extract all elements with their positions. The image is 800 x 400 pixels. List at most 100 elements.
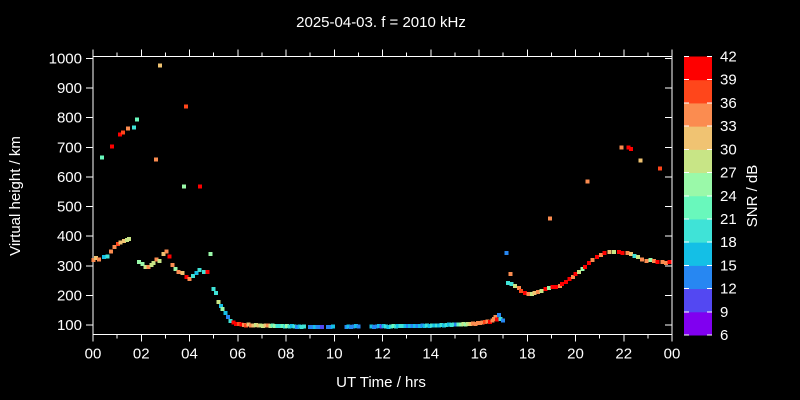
data-point [140, 262, 145, 267]
data-point [530, 291, 535, 296]
data-point [543, 287, 548, 292]
data-point [299, 324, 304, 329]
y-tick-label: 1000 [49, 51, 82, 68]
data-point [636, 255, 641, 260]
data-point [302, 324, 307, 329]
colorbar-tick-label: 9 [720, 304, 728, 321]
data-point [663, 261, 668, 266]
data-point [181, 184, 186, 189]
data-point [648, 258, 653, 263]
data-point [466, 322, 471, 327]
data-point [468, 321, 473, 326]
data-point [628, 252, 633, 257]
data-point [461, 322, 466, 327]
data-point [516, 285, 521, 290]
data-point [388, 324, 393, 329]
data-point [567, 277, 572, 282]
data-point [442, 323, 447, 328]
data-point [626, 145, 631, 150]
data-point [125, 126, 130, 131]
data-point [310, 325, 315, 330]
data-point [124, 238, 129, 243]
data-point [211, 287, 216, 292]
data-point [315, 325, 320, 330]
data-point [422, 323, 427, 328]
data-point [437, 323, 442, 328]
data-point [167, 254, 172, 259]
data-point [498, 316, 503, 321]
colorbar-tick-label: 39 [720, 72, 737, 89]
y-tick-label: 500 [57, 199, 82, 216]
x-tick-label: 12 [374, 346, 391, 363]
data-point [149, 263, 154, 268]
data-point [110, 144, 115, 149]
colorbar-tick-label: 21 [720, 211, 737, 228]
data-point [320, 325, 325, 330]
data-point [265, 323, 270, 328]
data-point [236, 322, 241, 327]
data-point [246, 322, 251, 327]
data-point [539, 288, 544, 293]
data-point [93, 256, 98, 261]
x-axis-label: UT Time / hrs [336, 374, 426, 391]
colorbar-segment [684, 265, 712, 290]
data-point [619, 145, 624, 150]
data-point [369, 324, 374, 329]
data-point [577, 269, 582, 274]
data-point [251, 323, 256, 328]
data-point [501, 318, 506, 323]
data-point [429, 323, 434, 328]
data-point [470, 321, 475, 326]
data-point [639, 257, 644, 262]
data-point [157, 259, 162, 264]
colorbar-tick-label: 36 [720, 95, 737, 112]
data-point [282, 324, 287, 329]
data-point [161, 252, 166, 257]
x-tick-label: 00 [664, 346, 681, 363]
data-point [526, 291, 531, 296]
data-point [483, 320, 488, 325]
data-point [170, 263, 175, 268]
data-point [420, 323, 425, 328]
colorbar-tick-label: 33 [720, 118, 737, 135]
data-point [105, 254, 110, 259]
data-point [154, 257, 159, 262]
data-point [151, 261, 156, 266]
data-point [384, 324, 389, 329]
plot-frame [92, 56, 673, 335]
data-point [218, 304, 223, 309]
data-point [493, 315, 498, 320]
data-point [398, 323, 403, 328]
data-point [536, 290, 541, 295]
data-point [239, 322, 244, 327]
data-point [121, 239, 126, 244]
data-point [425, 323, 430, 328]
data-point [495, 317, 500, 322]
x-tick-label: 16 [471, 346, 488, 363]
colorbar-tick-label: 24 [720, 188, 737, 205]
data-point [403, 323, 408, 328]
data-point [625, 251, 630, 256]
data-point [480, 320, 485, 325]
data-point [253, 323, 258, 327]
data-point [216, 299, 221, 304]
data-point [571, 275, 576, 280]
data-point [519, 288, 524, 293]
data-point [612, 250, 617, 255]
data-point [102, 255, 107, 260]
colorbar-tick-label: 12 [720, 281, 737, 298]
colorbar-tick-label: 15 [720, 257, 737, 274]
x-tick-label: 02 [133, 346, 150, 363]
data-point [228, 319, 233, 324]
data-point [317, 324, 322, 329]
data-point [583, 264, 588, 269]
x-tick-label: 00 [85, 346, 102, 363]
data-point [381, 324, 386, 329]
data-point [585, 179, 590, 184]
x-tick-label: 22 [615, 346, 632, 363]
data-point [118, 132, 123, 137]
data-point [432, 323, 437, 328]
y-tick-label: 300 [57, 258, 82, 275]
data-point [417, 323, 422, 328]
